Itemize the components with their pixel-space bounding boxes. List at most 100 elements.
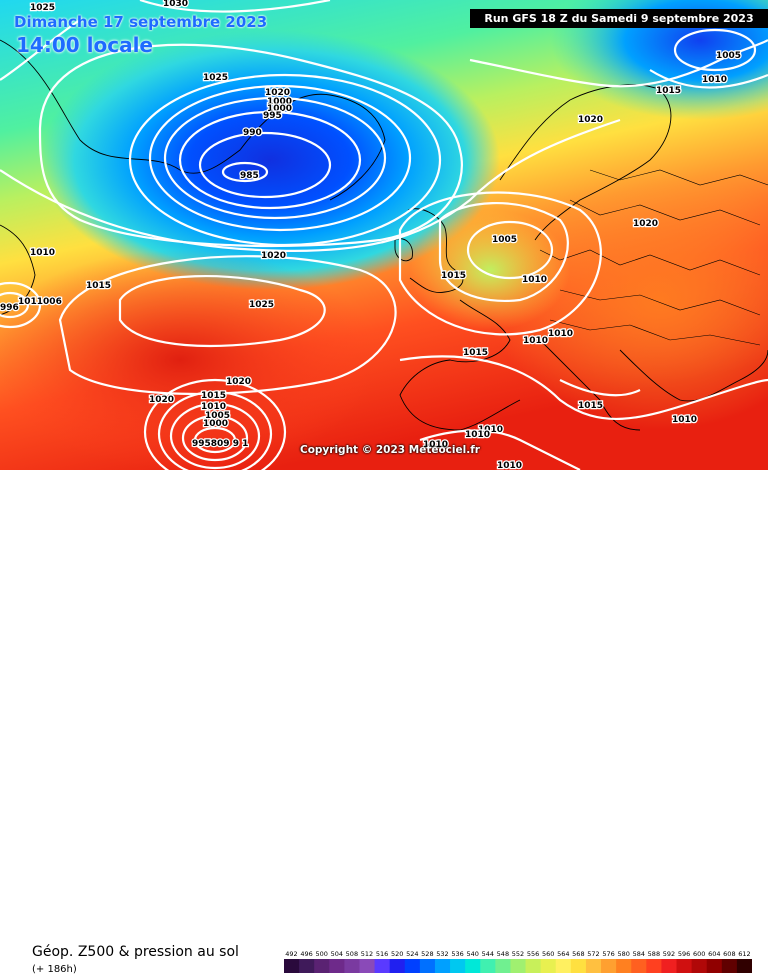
border-lines-2 xyxy=(559,289,761,316)
color-scale-swatch xyxy=(601,959,617,973)
italy-coast xyxy=(539,339,641,431)
label-1025-left: 1025 xyxy=(203,73,228,83)
color-scale-swatch xyxy=(344,959,360,973)
north-america-coast xyxy=(0,224,36,316)
color-scale-swatch xyxy=(721,959,738,973)
isobar-low-1005 xyxy=(169,402,261,470)
east-europe-warm-field xyxy=(490,170,768,430)
label-1005-low: 1005 xyxy=(205,411,230,421)
ireland-coast xyxy=(394,238,413,262)
label-1015-low: 1015 xyxy=(201,391,226,401)
label-1010-w: 1010 xyxy=(30,248,55,258)
isobar-1005-ne xyxy=(673,28,757,72)
isobar-low-1015 xyxy=(143,378,287,470)
isobar-1015 xyxy=(38,43,463,248)
color-scale-tick-label: 612 xyxy=(738,950,751,958)
isobar-lines xyxy=(0,0,768,470)
label-1010-al: 1010 xyxy=(548,329,573,339)
color-scale-swatch xyxy=(540,959,557,973)
color-scale xyxy=(284,959,752,973)
label-1015-it: 1015 xyxy=(578,401,603,411)
label-985-ice: 985 xyxy=(240,171,259,181)
lead-time: (+ 186h) xyxy=(32,964,77,975)
color-scale-swatch xyxy=(404,959,421,973)
color-scale-swatch xyxy=(495,959,511,973)
color-scale-swatch xyxy=(329,959,345,973)
isobar-990 xyxy=(198,131,332,199)
scandinavia-coast xyxy=(499,84,672,241)
isobar-1005 xyxy=(148,84,412,232)
color-scale-swatch xyxy=(570,959,587,973)
label-1025-nw: 1025 xyxy=(30,3,55,13)
isobar-1025-nw xyxy=(0,19,81,81)
color-scale-swatch xyxy=(314,959,330,973)
color-scale-swatch xyxy=(480,959,496,973)
label-1010-ne: 1010 xyxy=(702,75,727,85)
isobar-1015-it xyxy=(559,379,641,397)
color-scale-swatch xyxy=(525,959,542,973)
label-1020-ice: 1020 xyxy=(265,88,290,98)
forecast-local-time: 14:00 locale xyxy=(16,33,153,57)
greenland-coast xyxy=(0,39,386,201)
label-1010-fr: 1010 xyxy=(522,275,547,285)
isobar-1030 xyxy=(139,0,331,13)
legend-footer: Géop. Z500 & pression au sol (+ 186h) 49… xyxy=(0,470,768,975)
border-lines-5 xyxy=(589,169,768,186)
color-scale-swatch xyxy=(676,959,693,973)
model-run-info: Run GFS 18 Z du Samedi 9 septembre 2023 xyxy=(470,9,768,28)
isobar-1015-uk xyxy=(398,191,602,336)
isobar-1010-uk xyxy=(438,202,569,302)
weather-map: 1025 1030 1025 1020 1000 1000 995 990 98… xyxy=(0,0,768,470)
label-1011-w: 1011006 xyxy=(18,297,62,307)
isobar-labels: 1025 1030 1025 1020 1000 1000 995 990 98… xyxy=(0,0,742,470)
color-scale-swatch xyxy=(661,959,678,973)
color-scale-swatch xyxy=(450,959,466,973)
label-1000b-ice: 1000 xyxy=(267,104,292,114)
label-1020-sw2: 1020 xyxy=(149,395,174,405)
geopotential-field: 1025 1030 1025 1020 1000 1000 995 990 98… xyxy=(0,0,768,470)
label-1010-al2: 1010 xyxy=(523,336,548,346)
color-scale-swatch xyxy=(585,959,602,973)
label-996-w: 996 xyxy=(0,303,19,313)
label-low-center: 995809 9 1 xyxy=(192,439,248,449)
forecast-date: Dimanche 17 septembre 2023 xyxy=(14,13,268,31)
isobar-low-995 xyxy=(193,426,237,454)
isobar-1020-a xyxy=(0,118,621,253)
color-scale-swatch xyxy=(736,959,752,973)
color-scale-swatch xyxy=(419,959,436,973)
label-1010-med2: 1010 xyxy=(465,430,490,440)
label-1020-east: 1020 xyxy=(633,219,658,229)
color-scale-swatch xyxy=(555,959,572,973)
label-1020-scand: 1020 xyxy=(578,115,603,125)
isobar-1025-atl xyxy=(118,274,326,348)
label-1020-sw: 1020 xyxy=(226,377,251,387)
label-1015-w: 1015 xyxy=(86,281,111,291)
label-1010-bot: 1010 xyxy=(497,461,522,470)
color-scale-swatch xyxy=(465,959,481,973)
parameter-title: Géop. Z500 & pression au sol xyxy=(32,944,239,960)
label-995-ice: 995 xyxy=(263,111,282,121)
color-scale-swatch xyxy=(510,959,527,973)
label-990-ice: 990 xyxy=(243,128,262,138)
isobar-1015-ne xyxy=(469,39,768,88)
color-scale-swatch xyxy=(616,959,632,973)
isobar-1005-uk xyxy=(466,220,554,280)
label-1010-gr: 1010 xyxy=(672,415,697,425)
label-1010-med3: 1010 xyxy=(423,440,448,450)
color-scale-swatch xyxy=(374,959,391,973)
isobar-1010-bot xyxy=(419,429,581,470)
color-scale-swatch xyxy=(691,959,708,973)
label-1005-ne: 1005 xyxy=(716,51,741,61)
label-1015-uk: 1015 xyxy=(441,271,466,281)
label-1010-med1: 1010 xyxy=(478,425,503,435)
label-1020-mid: 1020 xyxy=(261,251,286,261)
label-1015-ne: 1015 xyxy=(656,86,681,96)
color-scale-swatch xyxy=(434,959,451,973)
label-1000-ice: 1000 xyxy=(267,97,292,107)
color-scale-swatch xyxy=(299,959,315,973)
label-1010-low: 1010 xyxy=(201,402,226,412)
border-lines-4 xyxy=(569,199,761,226)
color-scale-swatch xyxy=(389,959,406,973)
uk-coast xyxy=(407,208,464,293)
uk-trough-field xyxy=(410,210,570,330)
